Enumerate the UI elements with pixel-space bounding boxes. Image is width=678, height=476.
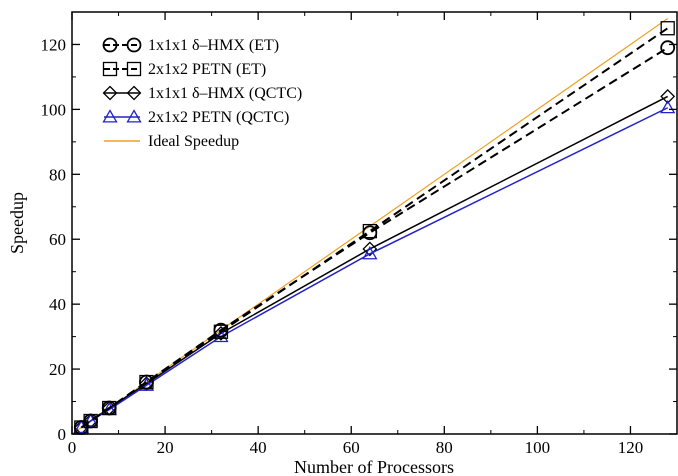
y-tick-label: 100 [41, 100, 67, 119]
x-tick-label: 80 [436, 438, 453, 457]
legend: 1x1x1 δ–HMX (ET) 2x1x2 PETN (ET) 1x1x1 δ–H… [102, 37, 302, 150]
legend-marker-2x1x2-petn-et [126, 61, 142, 77]
data-point-1x1x1-hmx-qctc [660, 88, 676, 104]
y-tick-label: 20 [49, 360, 66, 379]
data-point-2x1x2-petn-qctc [660, 99, 676, 114]
data-point-2x1x2-petn-et [213, 324, 229, 339]
legend-marker-1x1x1-hmx-qctc [102, 85, 118, 101]
data-point-2x1x2-petn-qctc [82, 413, 99, 427]
data-point-2x1x2-petn-et [660, 21, 675, 36]
data-point-2x1x2-petn-qctc [362, 246, 378, 260]
x-tick-label: 40 [250, 438, 267, 457]
y-tick-label: 60 [49, 230, 66, 249]
y-tick-label: 0 [58, 425, 67, 444]
data-point-2x1x2-petn-et [139, 374, 154, 390]
legend-label-2x1x2-petn-qctc: 2x1x2 PETN (QCTC) [148, 109, 289, 126]
x-tick-label: 60 [343, 438, 360, 457]
data-point-1x1x1-hmx-qctc [213, 325, 229, 341]
legend-marker-2x1x2-petn-qctc [126, 109, 142, 123]
y-axis-label: Speedup [7, 192, 27, 254]
y-tick-label: 80 [49, 165, 66, 184]
x-tick-label: 100 [525, 438, 551, 457]
x-axis-label: Number of Processors [294, 457, 454, 476]
series-line-2x1x2-petn-qctc [80, 107, 669, 429]
data-point-2x1x2-petn-et [362, 223, 377, 239]
data-point-1x1x1-hmx-et [660, 40, 676, 56]
data-point-2x1x2-petn-et [102, 400, 117, 416]
x-tick-label: 120 [618, 438, 644, 457]
data-point-2x1x2-petn-et [83, 413, 98, 429]
legend-marker-2x1x2-petn-et [102, 61, 118, 77]
y-tick-label: 40 [49, 295, 66, 314]
axes-layer: 0 20 40 60 80 100 120 0 20 40 60 80 100 120 [41, 12, 677, 457]
legend-label-ideal-speedup: Ideal Speedup [148, 133, 239, 150]
legend-label-1x1x1-hmx-qctc: 1x1x1 δ–HMX (QCTC) [148, 85, 302, 102]
plot-frame [71, 11, 678, 435]
x-tick-label: 20 [157, 438, 174, 457]
legend-marker-1x1x1-hmx-et [126, 37, 142, 53]
data-point-1x1x1-hmx-qctc [362, 241, 378, 257]
legend-label-1x1x1-hmx-et: 1x1x1 δ–HMX (ET) [148, 37, 279, 54]
legend-marker-1x1x1-hmx-et [102, 37, 118, 53]
legend-marker-2x1x2-petn-qctc [102, 109, 118, 123]
legend-label-2x1x2-petn-et: 2x1x2 PETN (ET) [148, 61, 266, 78]
x-tick-label: 0 [68, 438, 77, 457]
legend-marker-1x1x1-hmx-qctc [126, 85, 142, 101]
y-tick-label: 120 [41, 35, 67, 54]
plot-layer [71, 18, 676, 435]
